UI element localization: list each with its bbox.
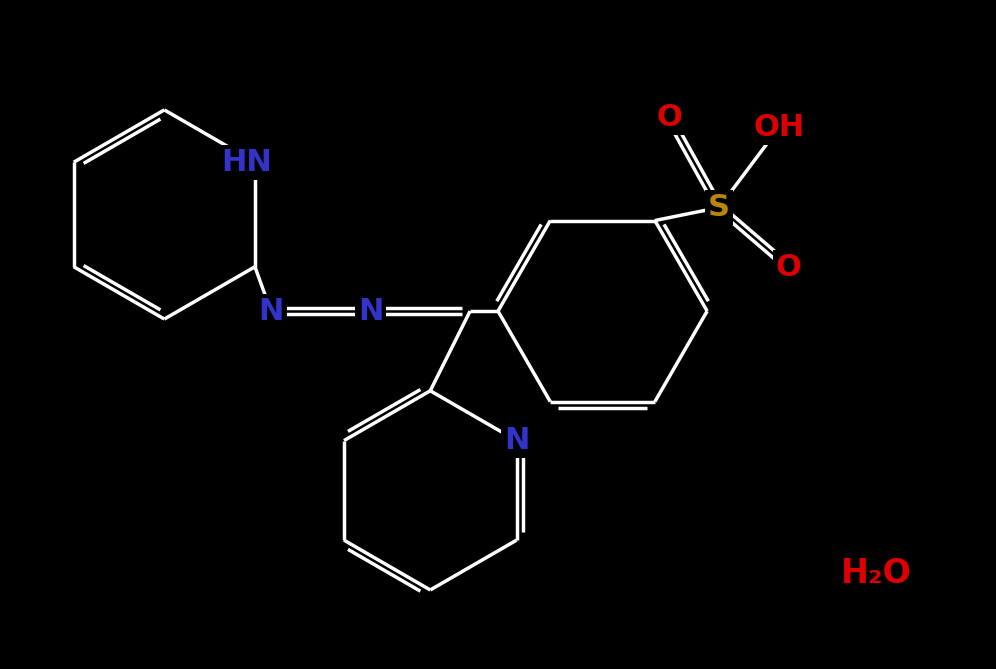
Text: H₂O: H₂O <box>841 557 912 589</box>
Text: O: O <box>656 104 682 132</box>
Text: N: N <box>258 296 284 326</box>
Text: N: N <box>358 296 383 326</box>
Text: HN: HN <box>221 148 272 177</box>
Text: S: S <box>708 193 730 222</box>
Text: N: N <box>504 426 529 455</box>
Text: O: O <box>776 253 802 282</box>
Text: OH: OH <box>753 113 805 142</box>
